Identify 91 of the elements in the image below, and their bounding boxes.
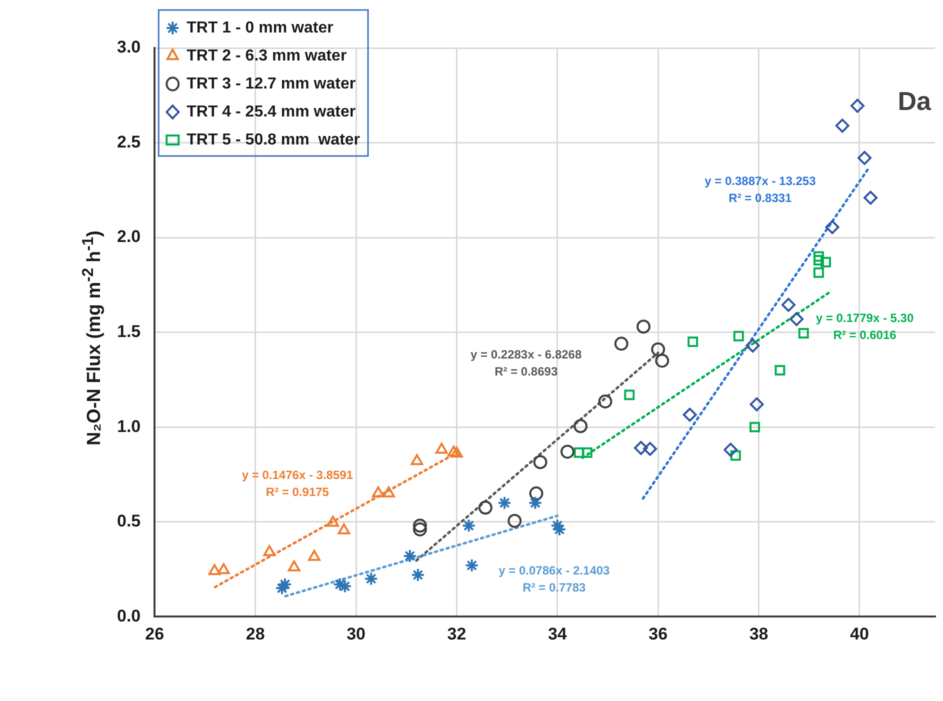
point (529, 486, 544, 500)
annotation: y = 0.0786x - 2.1403 R² = 0.7783 (498, 563, 610, 594)
point (774, 364, 786, 376)
point (598, 394, 612, 408)
point (682, 408, 697, 422)
y-tick-label: 1.0 (116, 416, 141, 436)
point (850, 98, 864, 113)
x-tick-label: 28 (246, 624, 265, 644)
x-tick-label: 26 (145, 624, 164, 644)
y-tick-label: 1.5 (116, 322, 141, 341)
point (410, 454, 424, 466)
point (624, 390, 635, 400)
legend-label: TRT 3 - 12.7 mm water (186, 75, 356, 92)
text: Da (898, 86, 932, 116)
point (560, 444, 574, 459)
point (447, 446, 460, 457)
point (835, 118, 850, 133)
y-tick-label: 0.5 (116, 512, 141, 531)
point (326, 516, 340, 527)
point (332, 577, 347, 592)
point (402, 548, 417, 563)
x-tick-label: 30 (346, 624, 366, 644)
point (730, 450, 741, 461)
point (528, 496, 542, 510)
point (217, 563, 230, 574)
point (643, 442, 658, 456)
point (412, 518, 427, 533)
legend-label: TRT 5 - 50.8 mm water (186, 131, 360, 148)
point (813, 255, 824, 266)
point (790, 312, 804, 326)
point (308, 550, 320, 561)
point (636, 320, 650, 334)
point (733, 330, 744, 342)
point (655, 354, 670, 368)
point (574, 447, 584, 458)
y-tick-label: 0.0 (116, 606, 141, 626)
point (574, 419, 588, 434)
point (435, 442, 448, 454)
point (364, 572, 378, 586)
point (478, 500, 492, 515)
point (208, 564, 221, 576)
annotation: y = 0.1476x - 3.8591 R² = 0.9175 (242, 468, 354, 499)
legend-label: TRT 4 - 25.4 mm water (186, 103, 356, 120)
point (651, 342, 666, 356)
y-tick-label: 2.0 (116, 227, 141, 246)
point (382, 486, 395, 498)
legend-label: TRT 1 - 0 mm water (186, 19, 334, 36)
point (634, 440, 648, 455)
point (372, 486, 384, 498)
point (750, 422, 760, 432)
point (746, 338, 760, 353)
x-tick-label: 32 (447, 624, 466, 644)
x-tick-label: 34 (548, 624, 568, 644)
x-tick-label: 36 (648, 624, 668, 644)
annotation: y = 0.2283x - 6.8268 R² = 0.8693 (470, 347, 582, 378)
point (798, 328, 809, 338)
annotation: y = 0.1779x - 5.30 R² = 0.6016 (816, 310, 914, 342)
point (533, 455, 548, 470)
point (410, 568, 425, 582)
point (820, 256, 831, 268)
annotation: y = 0.3887x - 13.253 R² = 0.8331 (704, 174, 816, 205)
point (412, 522, 427, 536)
point (450, 446, 463, 458)
x-tick-label: 38 (749, 624, 768, 644)
point (552, 522, 566, 536)
legend-label: TRT 2 - 6.3 mm water (186, 47, 347, 64)
point (724, 442, 738, 457)
point (750, 397, 764, 412)
point (858, 150, 872, 165)
point (813, 267, 824, 278)
point (582, 447, 592, 458)
point (813, 251, 824, 262)
y-tick-label: 3.0 (116, 38, 141, 57)
point (263, 545, 276, 556)
point (864, 190, 878, 205)
point (338, 523, 350, 534)
point (338, 579, 352, 594)
point (825, 220, 840, 234)
point (498, 496, 512, 510)
point (550, 518, 564, 533)
point (464, 558, 479, 572)
point (288, 560, 300, 572)
point (462, 518, 476, 533)
point (508, 514, 522, 528)
point (688, 336, 698, 348)
point (614, 336, 628, 351)
point (278, 577, 292, 592)
point (781, 298, 796, 312)
x-tick-label: 40 (850, 624, 869, 644)
y-tick-label: 2.5 (116, 132, 141, 152)
point (275, 581, 290, 596)
